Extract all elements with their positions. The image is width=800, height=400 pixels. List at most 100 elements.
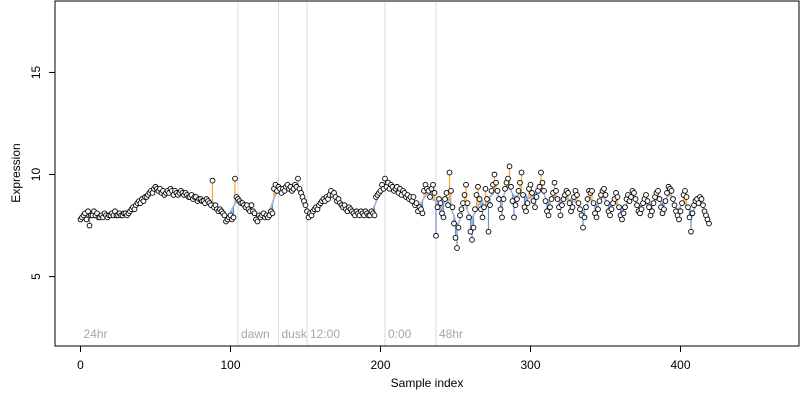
y-tick-label: 10 — [29, 168, 43, 182]
data-point — [539, 179, 546, 186]
data-point — [649, 208, 655, 215]
data-point — [529, 190, 535, 196]
y-axis: 5 10 15 — [29, 65, 55, 280]
data-point — [475, 183, 481, 190]
data-point — [695, 200, 702, 206]
data-point — [596, 198, 603, 204]
data-point — [221, 212, 228, 219]
data-point — [437, 200, 444, 206]
data-point — [427, 194, 433, 200]
data-point — [508, 183, 514, 190]
data-point — [473, 192, 480, 198]
data-point — [464, 200, 471, 206]
data-point — [685, 204, 691, 211]
y-tick-label: 15 — [29, 65, 43, 79]
data-point — [413, 200, 420, 206]
data-point — [581, 214, 588, 221]
data-point — [410, 194, 417, 200]
phase-marker-label: 0:00 — [388, 327, 412, 341]
data-point — [547, 204, 553, 211]
data-point — [484, 196, 490, 202]
data-point — [254, 218, 261, 225]
data-point — [574, 192, 580, 198]
data-point — [593, 214, 600, 221]
x-axis: 0 100 200 300 400 — [77, 346, 691, 372]
data-point — [442, 196, 448, 202]
data-point — [476, 196, 483, 202]
data-point — [553, 188, 559, 194]
data-point — [700, 202, 706, 208]
data-point — [668, 188, 675, 194]
data-point — [302, 202, 309, 208]
data-point — [467, 228, 474, 235]
data-point — [602, 192, 609, 198]
data-point — [656, 196, 663, 202]
data-point — [689, 210, 696, 217]
data-point — [512, 202, 519, 208]
data-point — [604, 200, 610, 206]
data-point — [452, 234, 459, 241]
phase-marker-label: dawn — [241, 327, 270, 341]
data-point — [83, 216, 90, 223]
data-point — [682, 188, 688, 194]
data-point — [614, 194, 621, 200]
data-point — [622, 204, 628, 211]
data-point — [527, 181, 534, 188]
data-point — [541, 188, 547, 194]
data-point — [461, 192, 468, 198]
data-point — [575, 200, 582, 206]
data-point — [248, 202, 255, 208]
data-points — [77, 163, 712, 251]
data-point — [683, 194, 690, 200]
data-point — [472, 206, 478, 213]
data-point — [446, 169, 453, 176]
data-point — [488, 188, 495, 194]
data-point — [230, 214, 237, 221]
phase-marker-label: 24hr — [84, 327, 108, 341]
data-point — [583, 204, 589, 211]
data-point — [485, 228, 492, 235]
data-point — [500, 196, 507, 202]
data-point — [419, 210, 426, 217]
data-point — [655, 188, 661, 194]
data-point — [661, 206, 667, 213]
data-point — [536, 183, 543, 190]
deviation-segments — [79, 166, 710, 249]
y-axis-label: Expression — [9, 143, 23, 202]
data-point — [514, 196, 520, 202]
data-point — [548, 196, 555, 202]
data-point — [451, 220, 457, 227]
x-tick-label: 400 — [670, 358, 690, 372]
data-point — [463, 181, 469, 188]
data-point — [706, 220, 712, 227]
data-point — [520, 192, 526, 198]
data-point — [679, 200, 685, 206]
data-point — [499, 214, 505, 221]
data-point — [491, 171, 498, 178]
data-point — [515, 188, 522, 194]
data-point — [524, 200, 531, 206]
data-point — [619, 216, 625, 223]
data-point — [518, 169, 525, 176]
data-point — [670, 196, 676, 202]
data-point — [662, 198, 669, 204]
x-tick-label: 200 — [370, 358, 390, 372]
data-point — [430, 181, 436, 188]
data-point — [538, 169, 544, 176]
data-point — [577, 206, 583, 213]
data-point — [86, 222, 93, 229]
data-point — [589, 188, 595, 194]
data-point — [457, 212, 463, 219]
data-point — [616, 204, 622, 211]
data-point — [566, 200, 573, 206]
data-point — [209, 177, 216, 184]
data-point — [371, 212, 378, 219]
data-point — [517, 179, 523, 186]
data-point — [455, 224, 462, 231]
phase-marker-label: dusk — [282, 327, 308, 341]
data-point — [295, 175, 301, 182]
data-point — [559, 202, 565, 208]
data-point — [466, 214, 472, 221]
data-point — [676, 216, 682, 223]
data-point — [664, 190, 670, 196]
